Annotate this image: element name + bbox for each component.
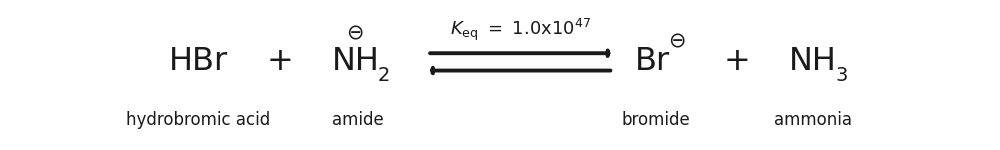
Text: ⊖: ⊖ bbox=[668, 31, 686, 51]
Text: 2: 2 bbox=[378, 66, 390, 85]
Text: NH: NH bbox=[332, 46, 380, 77]
Text: ⊖: ⊖ bbox=[346, 23, 363, 43]
Text: +: + bbox=[267, 46, 293, 77]
Text: NH: NH bbox=[789, 46, 837, 77]
Text: $\mathit{K}_{\mathrm{eq}}\ =\ 1.0\mathrm{x}10^{47}$: $\mathit{K}_{\mathrm{eq}}\ =\ 1.0\mathrm… bbox=[450, 17, 591, 43]
Text: 3: 3 bbox=[836, 66, 848, 85]
Text: amide: amide bbox=[332, 111, 383, 129]
Text: ammonia: ammonia bbox=[774, 111, 852, 129]
Text: HBr: HBr bbox=[169, 46, 228, 77]
Text: hydrobromic acid: hydrobromic acid bbox=[126, 111, 271, 129]
Text: +: + bbox=[724, 46, 751, 77]
Text: bromide: bromide bbox=[622, 111, 690, 129]
Text: Br: Br bbox=[634, 46, 670, 77]
